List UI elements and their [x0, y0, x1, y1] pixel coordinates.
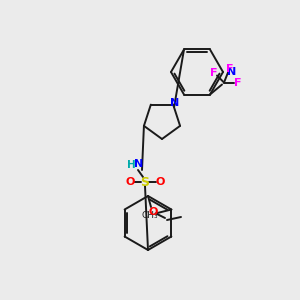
Text: N: N	[134, 159, 144, 169]
Text: F: F	[226, 64, 234, 74]
Text: F: F	[210, 68, 218, 77]
Text: O: O	[125, 177, 135, 187]
Text: N: N	[227, 67, 236, 77]
Text: O: O	[155, 177, 165, 187]
Text: CH₃: CH₃	[141, 211, 158, 220]
Text: S: S	[140, 176, 149, 188]
Text: O: O	[148, 207, 158, 217]
Text: N: N	[169, 98, 179, 108]
Text: F: F	[234, 77, 242, 88]
Text: H: H	[127, 160, 135, 170]
